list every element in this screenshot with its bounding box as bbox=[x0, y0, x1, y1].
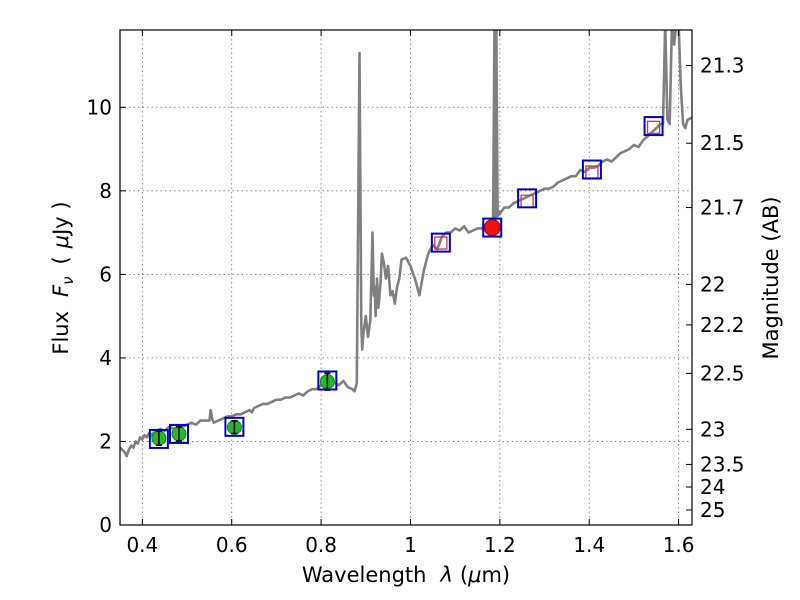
y2-tick-label: 25 bbox=[700, 498, 725, 522]
observed-jband-point bbox=[483, 219, 501, 237]
y-tick-label: 2 bbox=[99, 429, 112, 453]
x-axis: 0.4 0.6 0.8 1 1.2 1.4 1.6 bbox=[126, 30, 695, 557]
x-tick-label: 1.6 bbox=[663, 533, 695, 557]
y2-tick-label: 23.5 bbox=[700, 452, 745, 476]
plot-frame bbox=[119, 29, 693, 526]
x-tick-label: 1.4 bbox=[573, 533, 605, 557]
y-tick-label: 10 bbox=[87, 95, 112, 119]
model-photometry-marker bbox=[643, 116, 664, 137]
y-tick-label: 8 bbox=[99, 179, 112, 203]
x-axis-title: Wavelength λ (μm) bbox=[302, 563, 510, 587]
model-photometry-marker bbox=[517, 188, 538, 209]
plot-area bbox=[120, 30, 692, 458]
model-photometry-marker bbox=[148, 428, 169, 449]
y-tick-label: 6 bbox=[99, 262, 112, 286]
model-photometry-marker bbox=[168, 423, 189, 444]
y2-tick-label: 21.7 bbox=[700, 196, 745, 220]
y2-tick-label: 22.5 bbox=[700, 361, 745, 385]
y-tick-label: 4 bbox=[99, 346, 112, 370]
x-tick-label: 0.6 bbox=[216, 533, 248, 557]
upper-limit-marker bbox=[434, 236, 448, 250]
y-tick-label: 0 bbox=[99, 513, 112, 537]
model-photometry-marker bbox=[224, 416, 245, 437]
model-photometry-marker bbox=[482, 217, 503, 238]
y2-tick-label: 24 bbox=[700, 475, 725, 499]
y2-tick-label: 21.3 bbox=[700, 54, 745, 78]
x-tick-label: 0.8 bbox=[305, 533, 337, 557]
y2-tick-label: 22.2 bbox=[700, 313, 745, 337]
y2-axis-title: Magnitude (AB) bbox=[759, 196, 783, 359]
y2-tick-label: 23 bbox=[700, 417, 725, 441]
y2-tick-label: 21.5 bbox=[700, 131, 745, 155]
y-axis-title: FluxFν(μJy ) bbox=[49, 201, 77, 354]
y-axis: 0 2 4 6 8 10 bbox=[87, 95, 126, 537]
x-tick-label: 1.2 bbox=[484, 533, 516, 557]
model-spectrum-line bbox=[120, 30, 692, 458]
x-tick-label: 1 bbox=[404, 533, 417, 557]
model-photometry-marker bbox=[581, 159, 602, 180]
upper-limit-marker bbox=[646, 120, 661, 134]
y2-tick-label: 22 bbox=[700, 272, 725, 296]
x-tick-label: 0.4 bbox=[126, 533, 158, 557]
model-photometry-marker bbox=[430, 232, 451, 253]
model-photometry-marker bbox=[317, 370, 338, 391]
